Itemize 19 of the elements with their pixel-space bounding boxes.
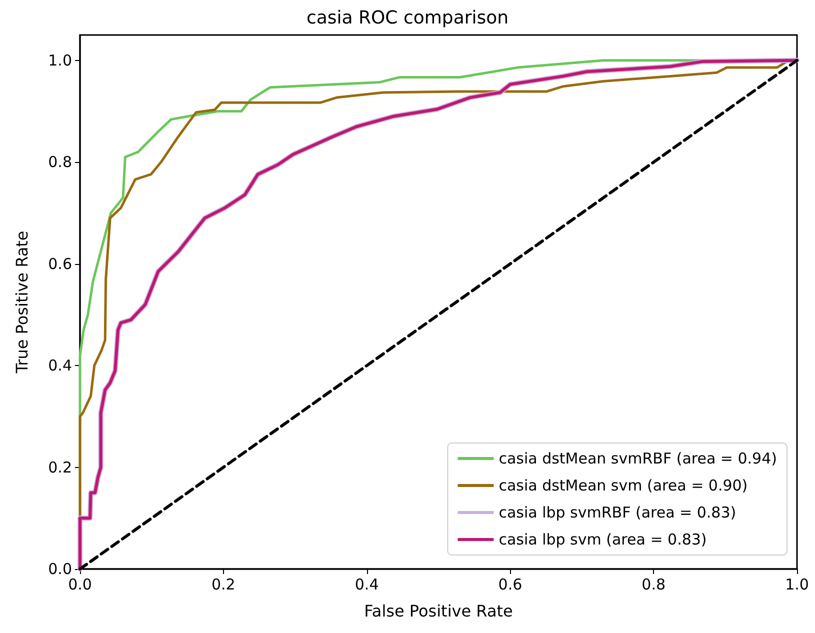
x-tick-label: 0.0 xyxy=(68,576,92,594)
y-tick-label: 0.0 xyxy=(48,560,72,578)
x-tick-label: 0.2 xyxy=(211,576,236,594)
x-axis-title: False Positive Rate xyxy=(364,602,513,620)
x-tick-label: 1.0 xyxy=(785,576,809,594)
x-tick-label: 0.6 xyxy=(498,576,522,594)
y-tick-label: 0.8 xyxy=(48,153,72,172)
y-axis-title: True Positive Rate xyxy=(12,230,32,374)
legend-label: casia dstMean svm (area = 0.90) xyxy=(498,476,748,494)
legend-label: casia lbp svm (area = 0.83) xyxy=(498,530,707,548)
x-tick-label: 0.8 xyxy=(642,576,666,594)
legend-label: casia dstMean svmRBF (area = 0.94) xyxy=(498,450,778,468)
y-tick-label: 0.6 xyxy=(48,254,72,273)
x-tick-label: 0.4 xyxy=(354,576,379,594)
legend-label: casia lbp svmRBF (area = 0.83) xyxy=(498,504,736,522)
chart-title: casia ROC comparison xyxy=(306,8,509,28)
y-tick-label: 1.0 xyxy=(48,51,72,70)
y-tick-label: 0.2 xyxy=(48,458,72,476)
y-tick-label: 0.4 xyxy=(48,356,72,375)
